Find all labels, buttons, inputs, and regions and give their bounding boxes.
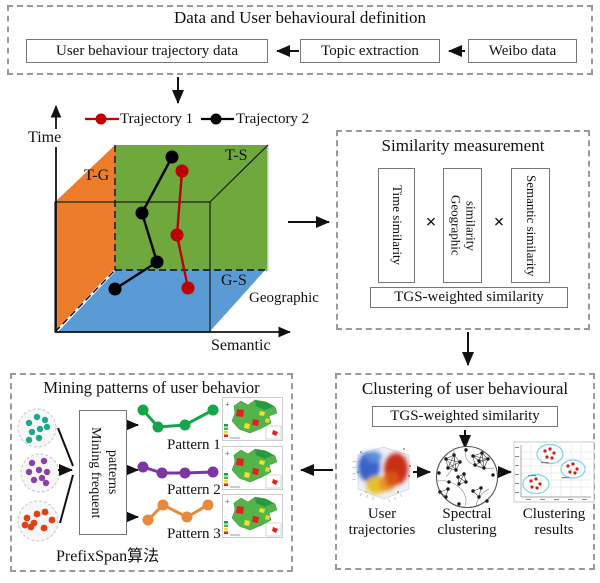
pattern-2-map	[222, 446, 283, 490]
section-title-clustering: Clustering of user behavioural	[361, 379, 569, 398]
result-points	[529, 447, 579, 490]
section-title-similarity: Similarity measurement	[381, 136, 545, 155]
clustering-results-plot	[513, 441, 595, 503]
clustering-step-arrows	[413, 430, 512, 478]
box-geographic-similarity: Geographic similarity	[443, 168, 482, 283]
box-tgs-weighted-similarity-input: TGS-weighted similarity	[372, 406, 558, 427]
trajectory-2-points	[108, 150, 179, 296]
semantic-similarity-label: Semantic similarity	[523, 174, 539, 277]
trajectory-2-line	[114, 156, 174, 291]
cube-face-gs	[55, 270, 268, 332]
mining-frequent-patterns-label: Mining frequent patterns	[88, 426, 120, 519]
graph-nodes	[437, 448, 495, 506]
pattern-1-map	[222, 397, 283, 441]
plane-ts-label: T-S	[225, 147, 248, 164]
cluster-1-dots	[25, 413, 51, 444]
box-mining-frequent-patterns: Mining frequent patterns	[79, 410, 127, 535]
label-results: results	[534, 522, 574, 538]
box-tgs-weighted-similarity: TGS-weighted similarity	[370, 287, 568, 308]
box-weibo-data: Weibo data	[468, 39, 577, 63]
pattern-2-label: Pattern 2	[167, 482, 221, 498]
pattern-1-dots	[137, 404, 219, 433]
box-user-behaviour-trajectory-data: User behaviour trajectory data	[26, 39, 268, 63]
plot-tiny-labels	[515, 447, 587, 500]
trajectory-cube	[50, 105, 291, 338]
legend-markers	[85, 113, 234, 125]
section-similarity	[336, 130, 590, 330]
pointcloud-speckles	[357, 448, 411, 493]
pattern-3-dots	[142, 499, 214, 526]
cluster-2-dots	[25, 457, 51, 487]
cube-edge-highlight	[211, 270, 267, 332]
trajectory-1-points	[170, 164, 195, 295]
mining-graphics	[17, 397, 283, 542]
user-trajectories-pointcloud	[351, 446, 411, 503]
plane-tg-label: T-G	[84, 167, 110, 184]
section-title-mining: Mining patterns of user behavior	[43, 378, 260, 397]
time-similarity-label: Time similarity	[389, 185, 405, 266]
cluster-3-dots	[21, 508, 56, 532]
spectral-clustering-graph	[435, 445, 499, 509]
multiply-operator-1: ×	[425, 212, 437, 233]
geographic-similarity-label: Geographic similarity	[448, 195, 479, 256]
legend-trajectory-2-label: Trajectory 2	[236, 111, 310, 127]
pattern-2-dots	[137, 461, 219, 479]
pattern-3-line	[146, 503, 209, 522]
plane-gs-label: G-S	[221, 272, 247, 289]
geographic-axis-label: Geographic	[249, 290, 319, 306]
cube-hidden-edges	[54, 145, 268, 333]
label-spectral: Spectral	[442, 506, 492, 522]
label-user: User	[367, 506, 397, 522]
flow-arrows	[172, 45, 474, 476]
multiply-operator-2: ×	[493, 212, 505, 233]
pattern-3-map	[222, 494, 283, 538]
label-user-trajectories: User trajectories	[342, 506, 422, 538]
box-time-similarity: Time similarity	[378, 168, 415, 283]
label-clustering: clustering	[437, 522, 497, 538]
pattern-2-line	[142, 465, 214, 475]
label-spectral-clustering: Spectral clustering	[427, 506, 507, 538]
box-topic-extraction: Topic extraction	[300, 39, 440, 63]
pattern-arrows	[125, 419, 139, 523]
cube-face-ts	[115, 145, 268, 270]
converge-arrows	[57, 427, 74, 524]
label-clustering-word: Clustering	[522, 506, 586, 522]
cube-edge-top-right	[209, 144, 269, 203]
label-clustering-results: Clustering results	[512, 506, 596, 538]
clustering-graphics	[351, 430, 595, 509]
legend-trajectory-1-label: Trajectory 1	[120, 111, 194, 127]
pattern-1-label: Pattern 1	[167, 437, 221, 453]
box-semantic-similarity: Semantic similarity	[511, 168, 550, 283]
prefixspan-algorithm-label: PrefixSpan算法	[56, 548, 160, 565]
section-mining	[10, 373, 293, 572]
label-trajectories: trajectories	[348, 522, 416, 538]
pattern-1-line	[141, 408, 214, 429]
semantic-axis-label: Semantic	[211, 337, 271, 354]
section-data-definition	[7, 5, 593, 75]
time-axis-label: Time	[26, 129, 64, 147]
pattern-3-label: Pattern 3	[167, 526, 221, 542]
cluster-ellipses	[522, 443, 586, 495]
section-title-data-definition: Data and User behavioural definition	[173, 8, 427, 27]
